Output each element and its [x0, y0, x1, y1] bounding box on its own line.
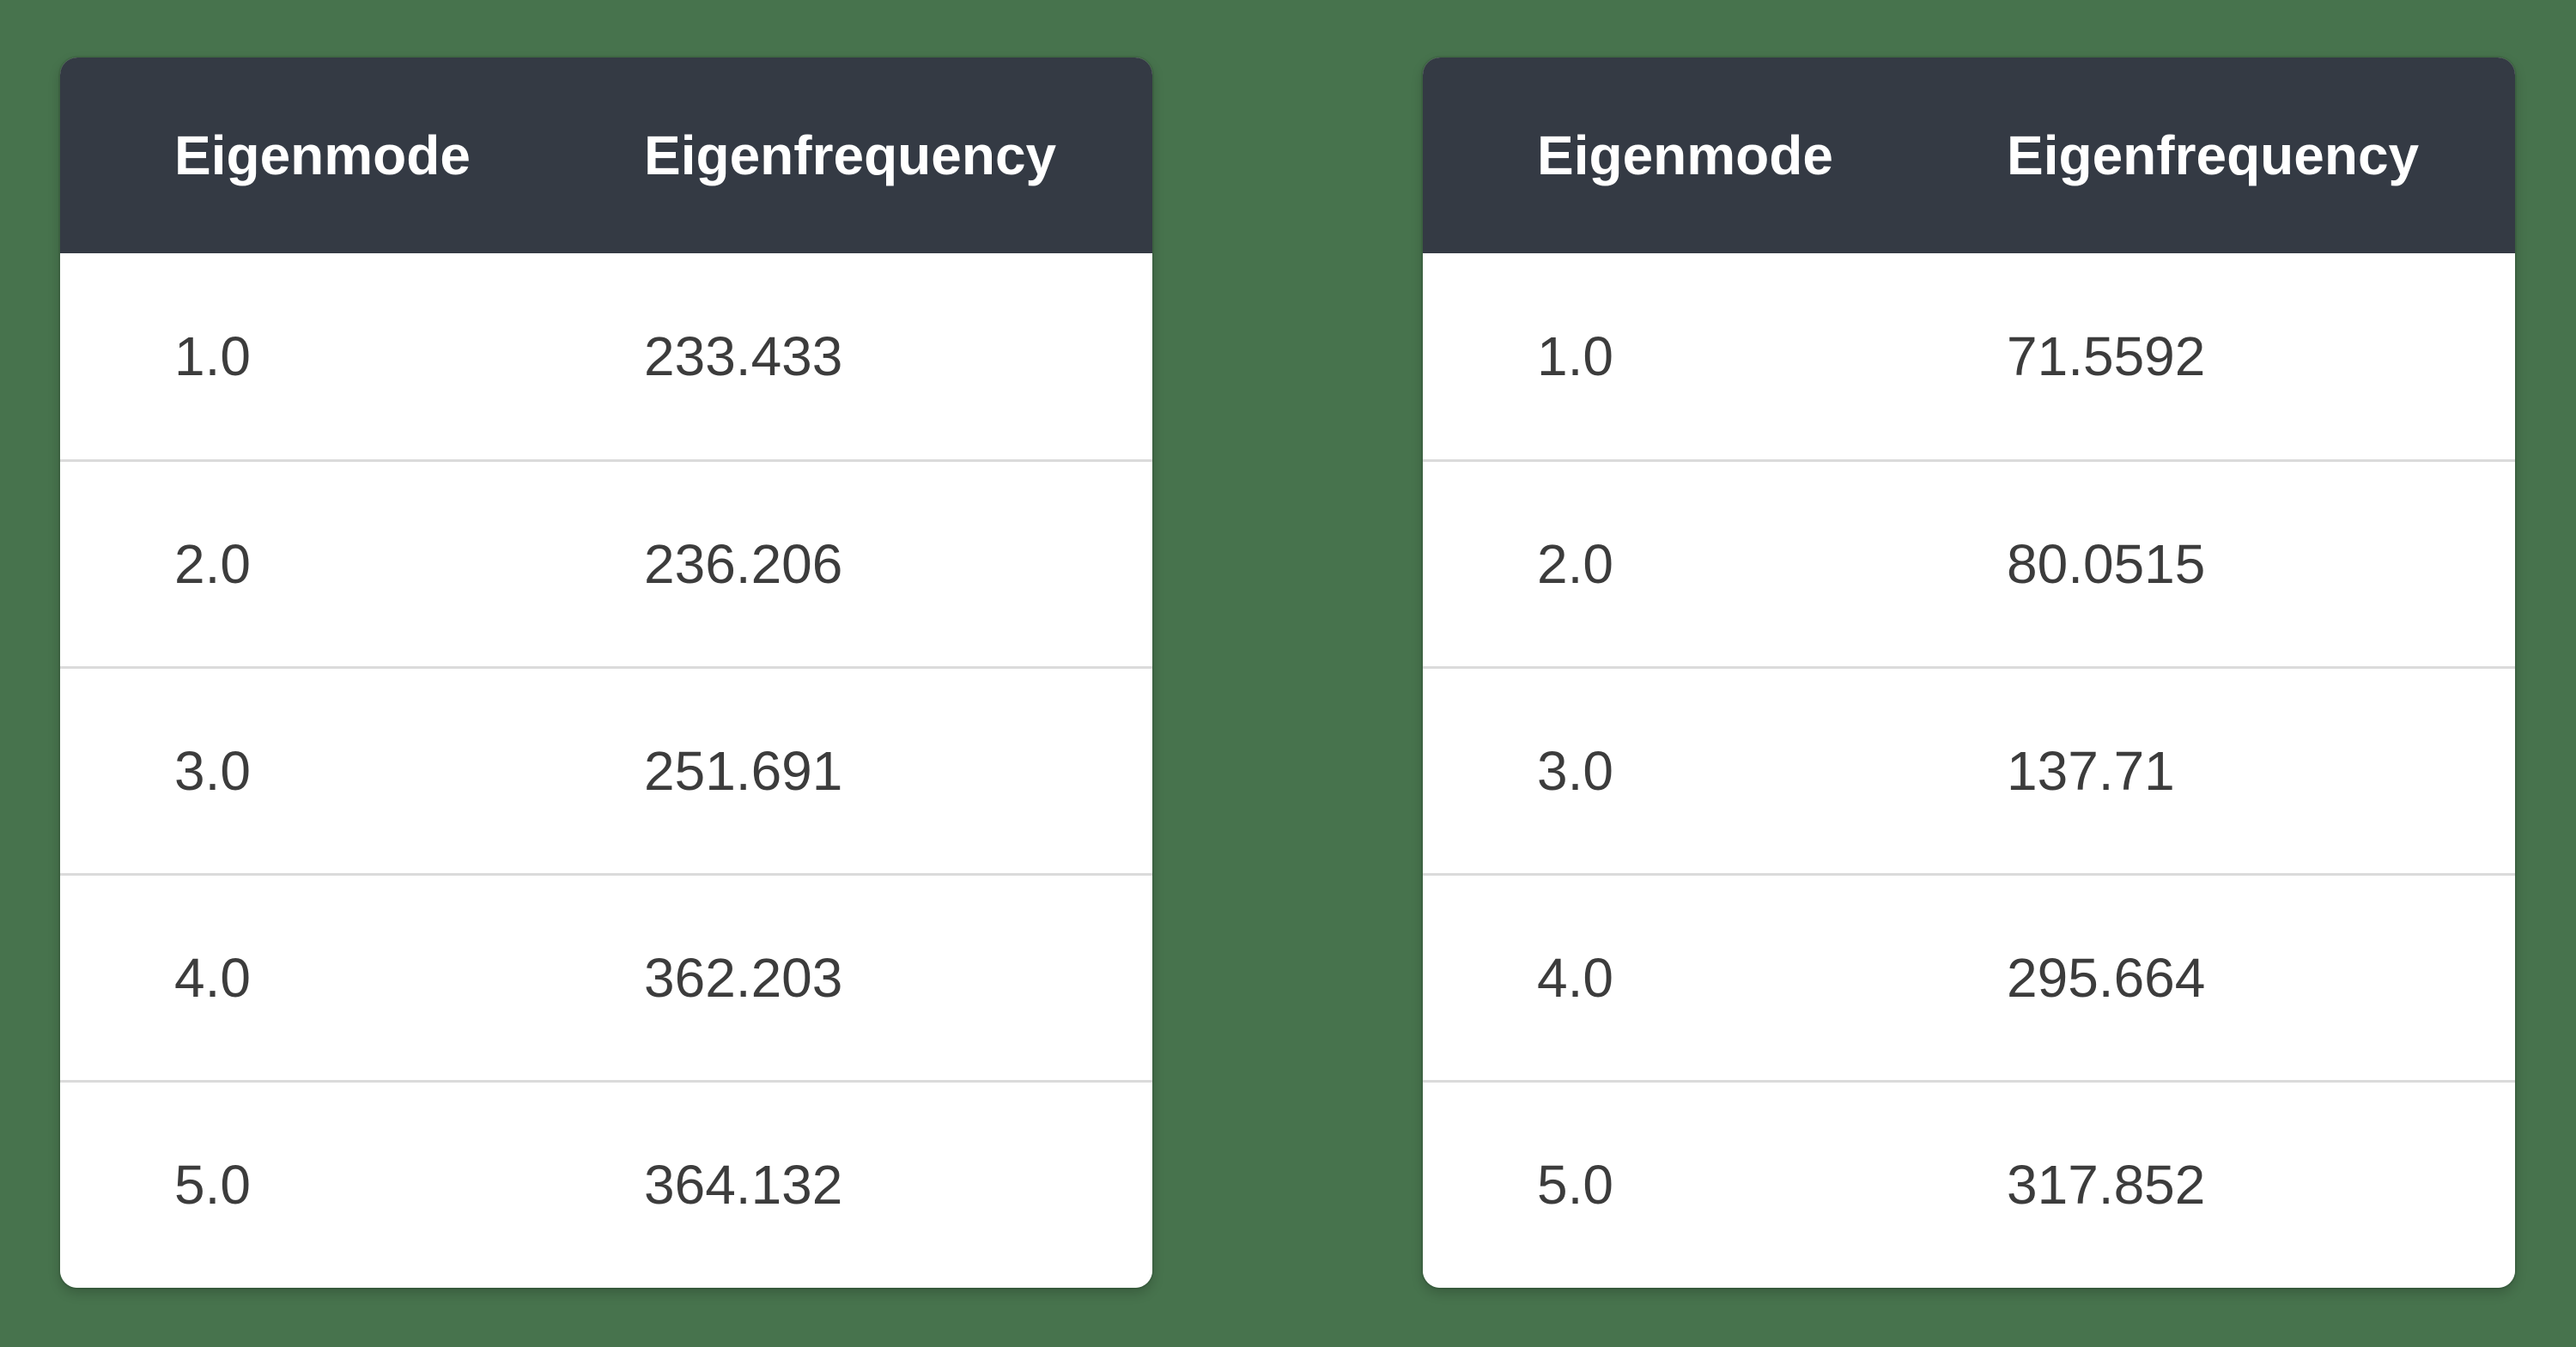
eigenfrequency-cell: 233.433 — [644, 325, 843, 387]
eigenfrequency-table-card-right: Eigenmode Eigenfrequency 1.0 71.5592 2.0… — [1423, 58, 2515, 1288]
table-row: 3.0 251.691 — [60, 665, 1152, 874]
table-row: 3.0 137.71 — [1423, 665, 2515, 874]
eigenfrequency-cell: 362.203 — [644, 872, 1152, 1081]
eigenmode-cell: 3.0 — [60, 665, 644, 874]
eigenmode-cell: 4.0 — [60, 872, 644, 1081]
eigenfrequency-table-right: Eigenmode Eigenfrequency 1.0 71.5592 2.0… — [1423, 58, 2515, 1288]
table-row: 5.0 317.852 — [1423, 1079, 2515, 1288]
eigenfrequency-table-card-left: Eigenmode Eigenfrequency 1.0 233.433 2.0… — [60, 58, 1152, 1288]
table-header-row: Eigenmode Eigenfrequency — [1423, 58, 2515, 253]
eigenfrequency-cell: 251.691 — [644, 665, 1152, 874]
table-row: 4.0 295.664 — [1423, 872, 2515, 1081]
table-row: 1.0 233.433 — [60, 253, 1152, 460]
eigenmode-cell: 1.0 — [174, 325, 251, 387]
table-row: 2.0 80.0515 — [1423, 458, 2515, 667]
eigenmode-cell: 3.0 — [1423, 665, 2007, 874]
table-row: 2.0 236.206 — [60, 458, 1152, 667]
eigenfrequency-cell: 317.852 — [2007, 1079, 2515, 1288]
table-row: 5.0 364.132 — [60, 1079, 1152, 1288]
column-header-eigenmode: Eigenmode — [1537, 124, 1833, 186]
eigenmode-cell: 5.0 — [60, 1079, 644, 1288]
eigenfrequency-cell: 80.0515 — [2007, 458, 2515, 667]
eigenmode-cell: 4.0 — [1423, 872, 2007, 1081]
eigenmode-cell: 2.0 — [60, 458, 644, 667]
eigenmode-cell: 1.0 — [1537, 325, 1613, 387]
column-header-eigenmode: Eigenmode — [174, 124, 471, 186]
eigenfrequency-cell: 295.664 — [2007, 872, 2515, 1081]
column-header-eigenfrequency: Eigenfrequency — [2007, 124, 2420, 186]
column-header-eigenfrequency: Eigenfrequency — [644, 124, 1057, 186]
eigenmode-cell: 2.0 — [1423, 458, 2007, 667]
table-row: 1.0 71.5592 — [1423, 253, 2515, 460]
eigenfrequency-cell: 71.5592 — [2007, 325, 2206, 387]
eigenfrequency-cell: 137.71 — [2007, 665, 2515, 874]
eigenfrequency-table-left: Eigenmode Eigenfrequency 1.0 233.433 2.0… — [60, 58, 1152, 1288]
eigenmode-cell: 5.0 — [1423, 1079, 2007, 1288]
table-row: 4.0 362.203 — [60, 872, 1152, 1081]
eigenfrequency-cell: 364.132 — [644, 1079, 1152, 1288]
table-header-row: Eigenmode Eigenfrequency — [60, 58, 1152, 253]
eigenfrequency-cell: 236.206 — [644, 458, 1152, 667]
